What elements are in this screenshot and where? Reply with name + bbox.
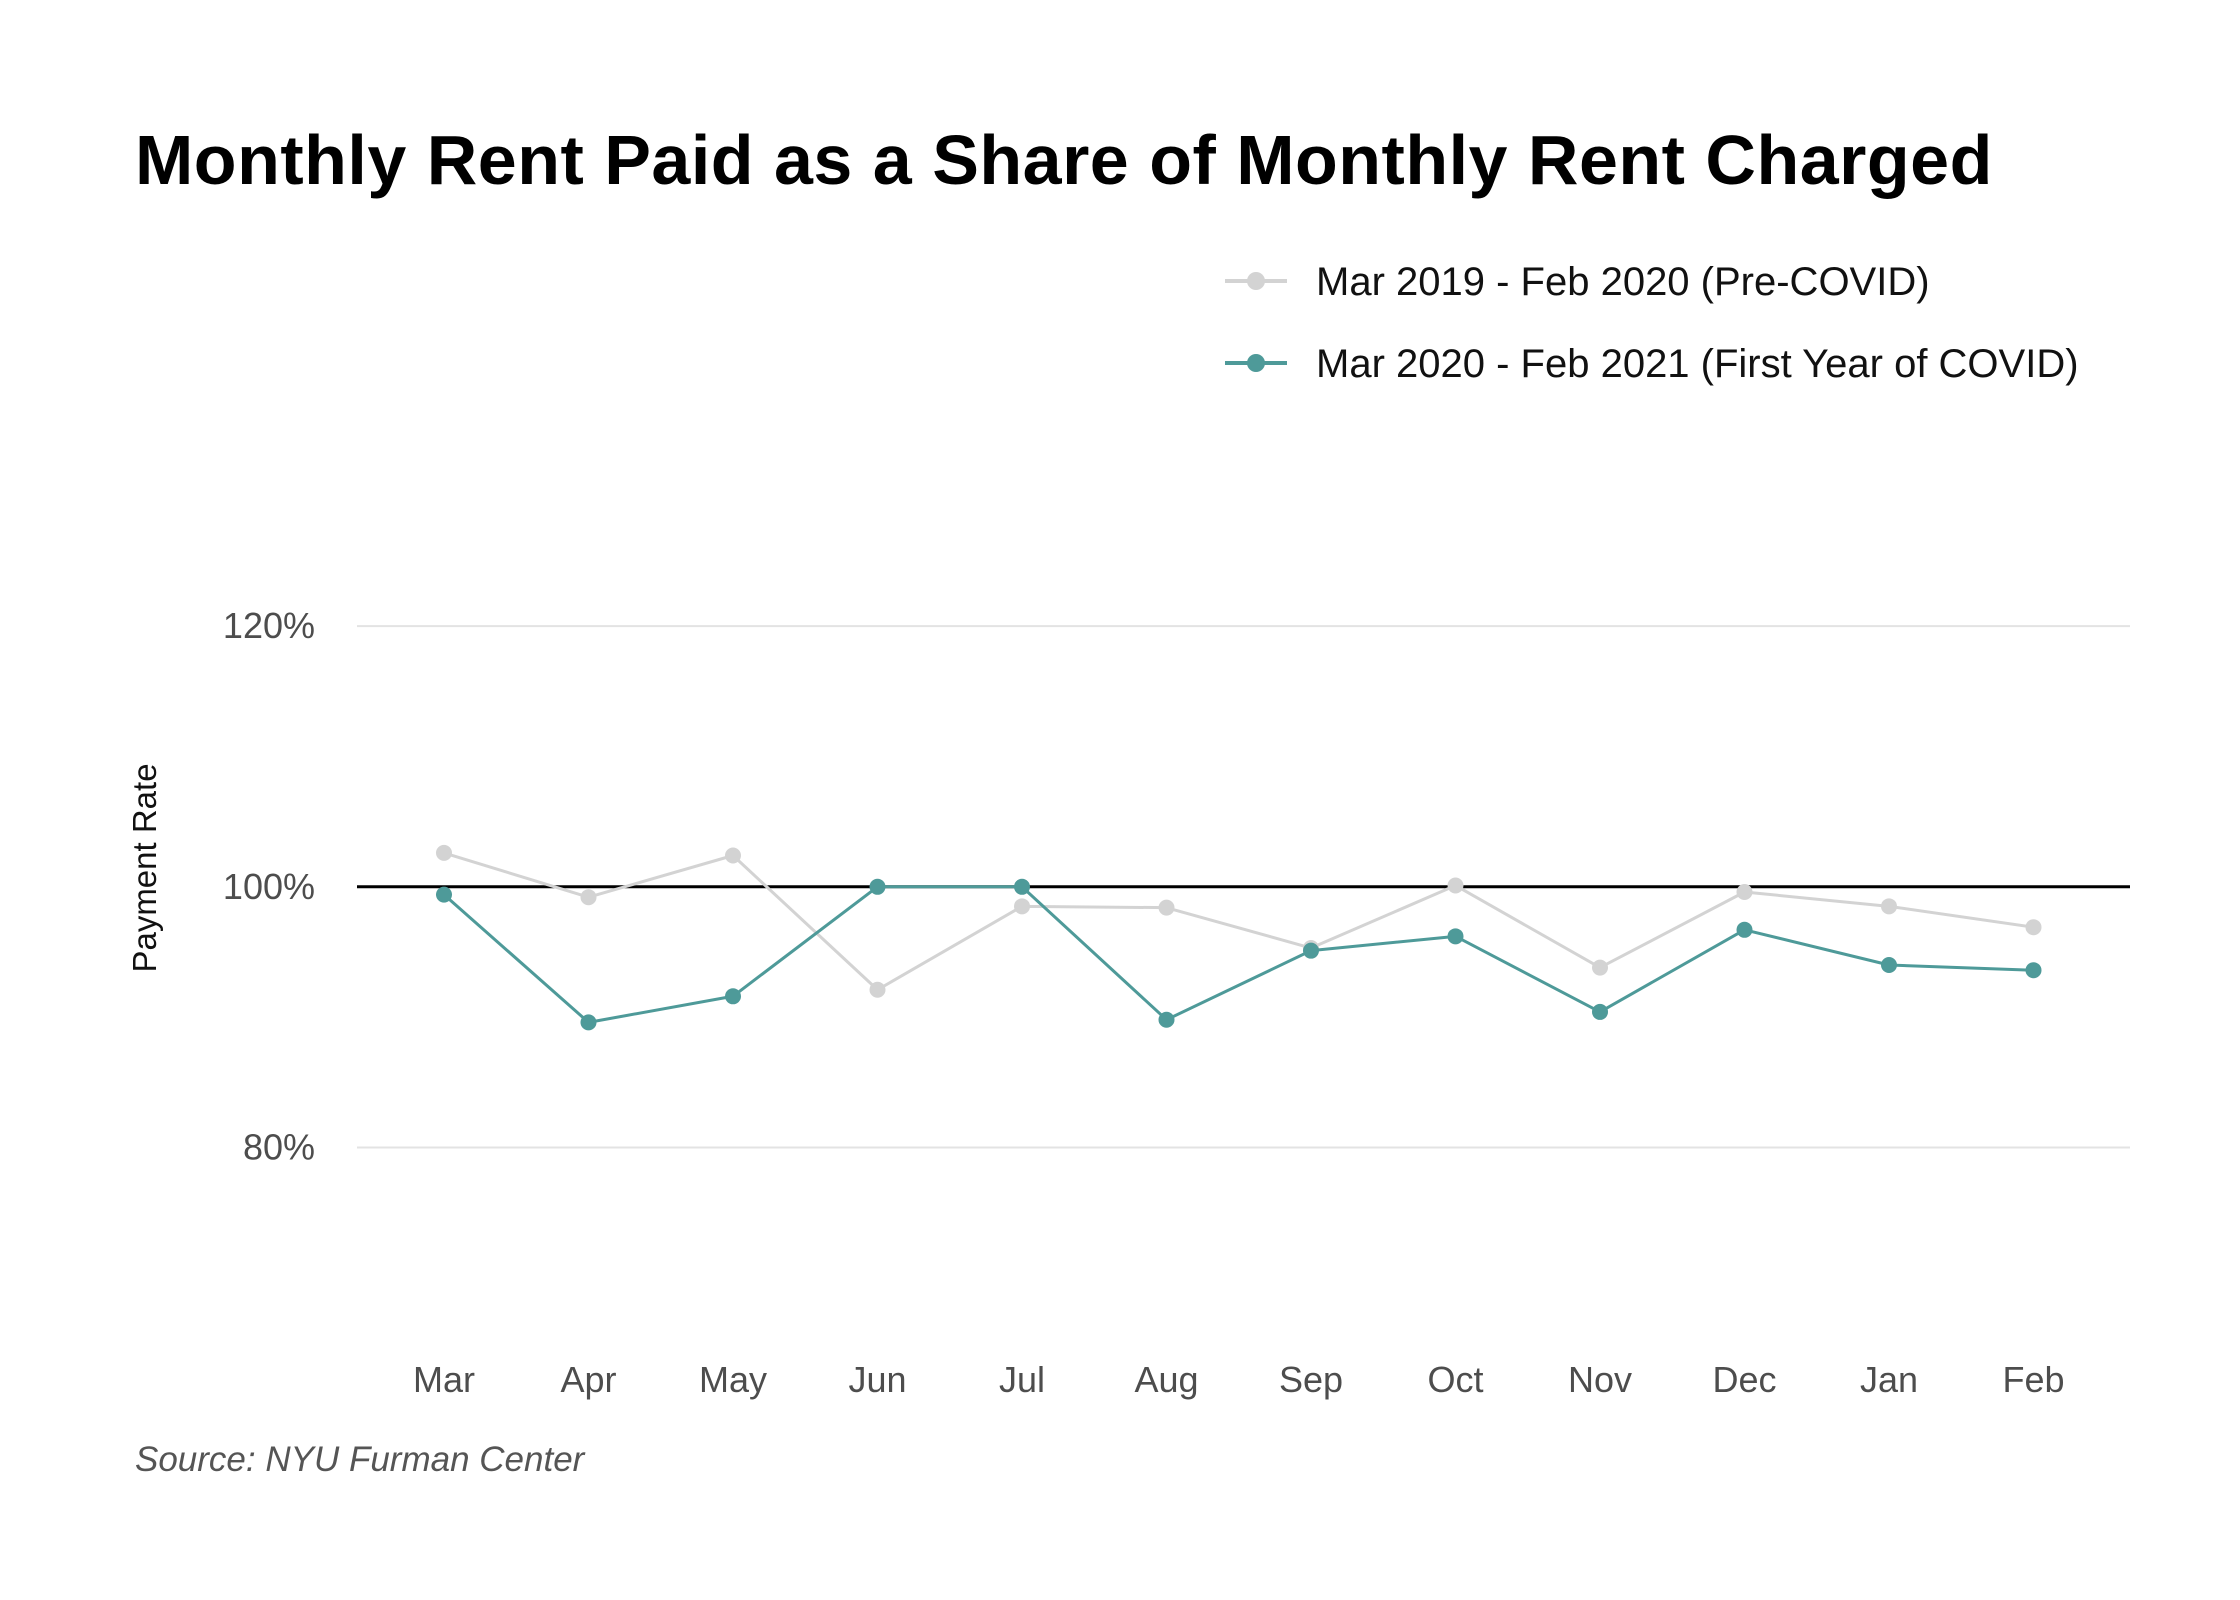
x-tick-label: Feb (2002, 1359, 2064, 1400)
x-axis-ticks: Mar Apr May Jun Jul Aug Sep Oct Nov Dec Jan Feb (413, 1359, 2065, 1400)
legend-item: Mar 2020 - Feb 2021 (First Year of COVID… (1225, 342, 2079, 386)
data-point (1014, 878, 1030, 895)
data-point (1736, 921, 1753, 938)
y-axis-ticks: 80% 100% 120% (223, 605, 315, 1167)
data-point (1592, 1003, 1608, 1020)
data-point (2025, 962, 2042, 979)
legend-item: Mar 2019 - Feb 2020 (Pre-COVID) (1225, 260, 1930, 304)
data-point (725, 847, 741, 864)
series-layer (436, 844, 2042, 1031)
data-point (1736, 884, 1753, 900)
gridlines (357, 625, 2130, 1149)
data-point (869, 981, 886, 998)
legend-label: Mar 2019 - Feb 2020 (Pre-COVID) (1316, 260, 1930, 304)
data-point (1592, 959, 1608, 976)
data-point (869, 878, 886, 895)
y-tick-label: 80% (243, 1127, 315, 1168)
x-tick-label: Jan (1860, 1359, 1918, 1400)
data-point (1881, 898, 1897, 915)
y-tick-label: 120% (223, 605, 315, 646)
data-point (1014, 898, 1030, 915)
series-line (443, 885, 2034, 1024)
data-point (1303, 942, 1319, 959)
legend-label: Mar 2020 - Feb 2021 (First Year of COVID… (1316, 342, 2079, 386)
x-tick-label: Jun (848, 1359, 906, 1400)
series-line (443, 851, 2034, 992)
y-axis-title: Payment Rate (126, 763, 163, 972)
x-tick-label: Jul (999, 1359, 1045, 1400)
x-tick-label: Mar (413, 1359, 475, 1400)
data-point (1881, 957, 1897, 973)
data-point (1158, 1011, 1175, 1028)
series-1 (436, 878, 2042, 1031)
x-tick-label: Oct (1427, 1359, 1483, 1400)
data-point (1447, 877, 1464, 894)
series-0 (436, 844, 2042, 998)
data-point (436, 886, 452, 903)
data-point (1158, 899, 1175, 916)
data-point (1447, 928, 1464, 945)
data-point (580, 1014, 597, 1031)
x-tick-label: May (699, 1359, 767, 1400)
x-tick-label: Dec (1712, 1359, 1776, 1400)
x-tick-label: Nov (1568, 1359, 1632, 1400)
y-tick-label: 100% (223, 866, 315, 907)
data-point (436, 844, 452, 861)
legend-dot-icon (1247, 354, 1265, 372)
legend: Mar 2019 - Feb 2020 (Pre-COVID) Mar 2020 … (1225, 260, 2079, 386)
data-point (580, 889, 597, 906)
legend-dot-icon (1247, 272, 1265, 290)
x-tick-label: Aug (1134, 1359, 1198, 1400)
x-tick-label: Sep (1279, 1359, 1343, 1400)
source-note: Source: NYU Furman Center (135, 1440, 585, 1479)
chart-title: Monthly Rent Paid as a Share of Monthly … (135, 121, 1993, 199)
data-point (2025, 919, 2042, 936)
data-point (725, 988, 741, 1005)
x-tick-label: Apr (560, 1359, 616, 1400)
